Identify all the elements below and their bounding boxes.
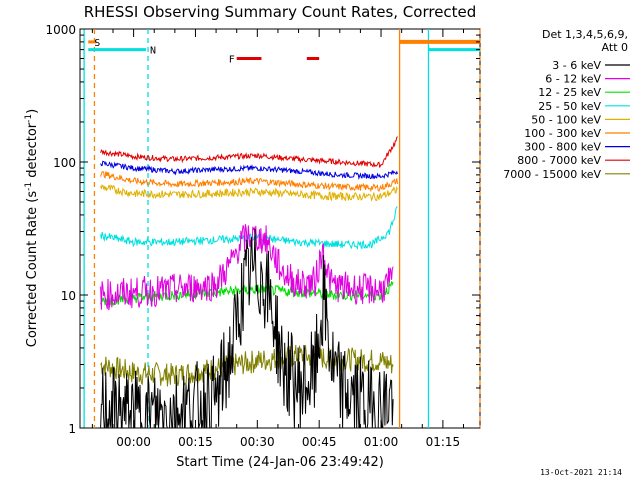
x-axis-label: Start Time (24-Jan-06 23:49:42) [176,455,384,470]
x-tick-label-2: 00:30 [240,435,275,449]
legend-entry-0: 3 - 6 keV [552,59,601,72]
flag-label-2: F [229,55,235,66]
series-line-5 [100,171,398,193]
series-line-6 [100,160,398,181]
legend-entry-7: 800 - 7000 keV [517,154,601,167]
legend-header-detectors: Det 1,3,4,5,6,9, [542,28,628,41]
legend-entry-3: 25 - 50 keV [538,100,601,113]
y-axis-label: Corrected Count Rate (s-1 detector-1) [24,109,40,347]
flag-label-0: S [94,38,100,49]
flag-label-1: N [150,46,156,57]
series-line-7 [100,136,398,168]
y-tick-label-3: 1000 [45,23,76,37]
legend-entry-2: 12 - 25 keV [538,86,601,99]
legend-header-attenuator: Att 0 [602,41,628,54]
legend-entry-5: 100 - 300 keV [524,127,601,140]
footer-date: 13-Oct-2021 21:14 [540,468,622,477]
legend-entry-4: 50 - 100 keV [531,113,601,126]
legend-entry-1: 6 - 12 keV [545,73,601,86]
y-tick-label-0: 1 [68,422,76,436]
legend-entry-8: 7000 - 15000 keV [503,168,601,181]
series-line-1 [100,224,394,311]
x-tick-label-5: 01:15 [426,435,461,449]
x-tick-label-3: 00:45 [302,435,337,449]
legend-entry-6: 300 - 800 keV [524,141,601,154]
x-tick-label-0: 00:00 [116,435,151,449]
x-tick-label-4: 01:00 [364,435,399,449]
y-tick-label-2: 100 [53,156,76,170]
x-tick-label-1: 00:15 [178,435,213,449]
series-line-4 [100,184,398,202]
series-line-0 [100,228,394,430]
y-tick-label-1: 10 [61,289,76,303]
chart-title: RHESSI Observing Summary Count Rates, Co… [84,3,477,21]
